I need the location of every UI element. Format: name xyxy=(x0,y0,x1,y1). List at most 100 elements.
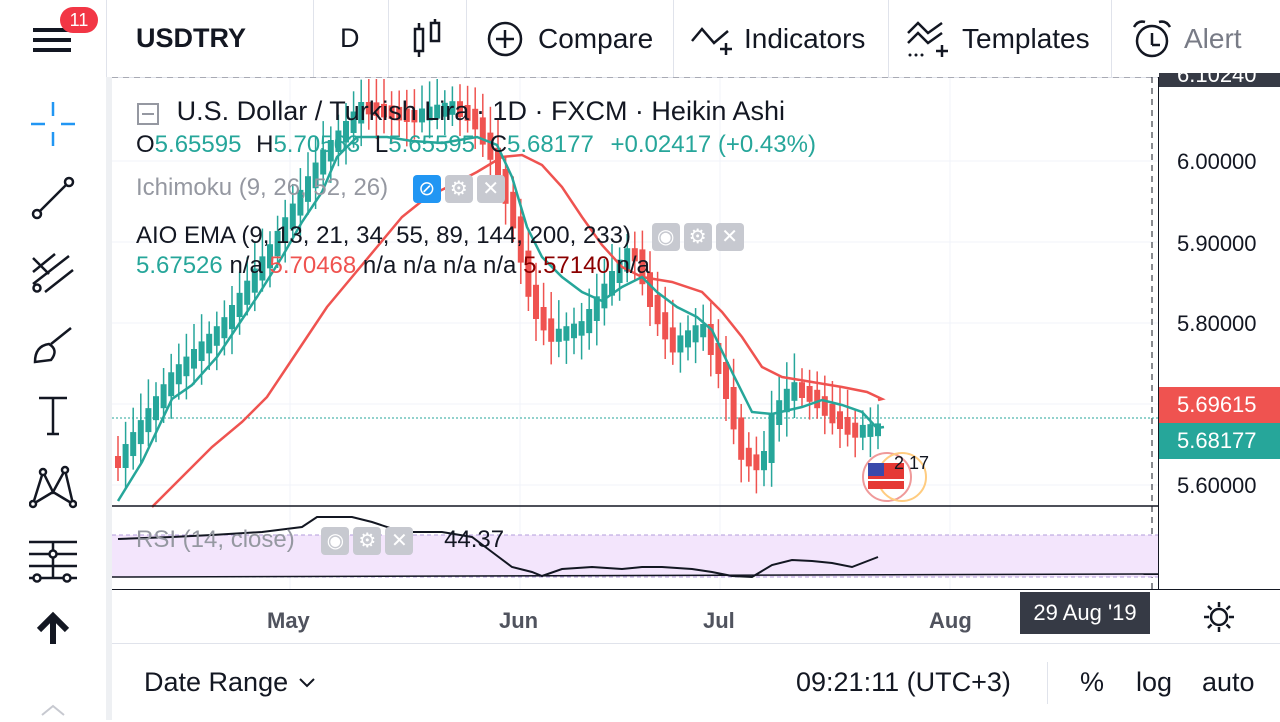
settings-gear-icon[interactable]: ⚙ xyxy=(444,174,473,203)
candle-body xyxy=(799,382,805,398)
text-icon xyxy=(39,396,67,436)
visibility-eye-icon[interactable]: ◉ xyxy=(651,222,680,251)
alert-button[interactable]: Alert xyxy=(1130,0,1242,77)
compare-button[interactable]: Compare xyxy=(486,0,653,77)
measure-tool[interactable] xyxy=(22,529,84,591)
last-price-tag: 5.68177 xyxy=(1159,423,1280,459)
candle-body xyxy=(229,305,235,330)
alarm-clock-icon xyxy=(1132,19,1172,57)
hide-toolbar-button[interactable] xyxy=(22,599,84,661)
candle-body xyxy=(191,349,197,369)
menu-button[interactable]: 11 xyxy=(0,0,106,77)
candle-body xyxy=(814,389,821,409)
candle-body xyxy=(213,326,220,346)
arrow-up-icon xyxy=(36,611,70,644)
trend-line-icon xyxy=(31,176,75,220)
symbol-search-button[interactable]: USDTRY xyxy=(136,23,247,53)
templates-button[interactable]: Templates xyxy=(906,0,1090,77)
ema-9-line xyxy=(116,135,885,502)
candle-body xyxy=(434,104,441,119)
candle-body xyxy=(624,248,631,272)
text-tool[interactable] xyxy=(22,383,84,445)
candle-body xyxy=(723,362,729,399)
brush-tool[interactable] xyxy=(22,315,84,377)
candle-body xyxy=(289,203,296,230)
collapse-icon[interactable] xyxy=(136,102,160,126)
auto-toggle[interactable]: auto xyxy=(1202,667,1255,697)
candle-body xyxy=(411,109,418,123)
ema-price-tag: 5.69615 xyxy=(1159,387,1280,423)
bottom-toolbar: Date Range 09:21:11 (UTC+3) % log auto xyxy=(112,643,1280,721)
sun-settings-icon xyxy=(1204,602,1234,632)
change-value: +0.02417 (+0.43%) xyxy=(610,131,816,158)
log-toggle[interactable]: log xyxy=(1136,667,1173,697)
candle-body xyxy=(221,317,228,339)
candle-body xyxy=(259,256,266,281)
candle-body xyxy=(183,356,190,377)
candle-body xyxy=(327,140,334,162)
candle-body xyxy=(669,327,676,353)
remove-close-icon[interactable]: ✕ xyxy=(476,174,505,203)
candle-body xyxy=(875,423,881,437)
candle-body xyxy=(662,312,669,340)
candle-body xyxy=(540,307,547,331)
crosshair-tool[interactable] xyxy=(22,93,84,155)
fib-levels-icon xyxy=(29,540,77,583)
settings-gear-icon[interactable]: ⚙ xyxy=(683,222,712,251)
event-marker[interactable]: 2 17 xyxy=(862,452,929,502)
candle-body xyxy=(578,321,585,336)
series-meta: · 1D · FXCM · Heikin Ashi xyxy=(475,96,785,126)
indicators-button[interactable]: Indicators xyxy=(690,0,865,77)
trend-line-tool[interactable] xyxy=(22,167,84,229)
main-series-title[interactable]: U.S. Dollar / Turkish Lira · 1D · FXCM ·… xyxy=(136,96,785,127)
price-tick: 5.80000 xyxy=(1177,311,1257,336)
remove-close-icon[interactable]: ✕ xyxy=(715,222,744,251)
high-label: H xyxy=(256,131,274,158)
interval-button[interactable]: D xyxy=(340,23,360,53)
top-toolbar: 11 USDTRY D Compare Indicators xyxy=(0,0,1280,78)
rsi-legend[interactable]: RSI (14, close) ◉ ⚙ ✕ 44.37 xyxy=(136,526,504,555)
candle-body xyxy=(312,162,319,189)
open-label: O xyxy=(136,131,155,158)
candle-body xyxy=(852,422,859,438)
time-axis[interactable]: May Jun Jul Aug 29 Aug '19 xyxy=(112,589,1158,644)
chart-type-button[interactable] xyxy=(412,0,442,77)
time-tick: Aug xyxy=(929,608,972,633)
candle-body xyxy=(441,102,448,117)
settings-gear-icon[interactable]: ⚙ xyxy=(353,526,382,555)
candle-body xyxy=(837,411,843,429)
timezone-clock[interactable]: 09:21:11 (UTC+3) xyxy=(796,667,1011,697)
candle-body xyxy=(479,117,486,145)
candle-body xyxy=(495,147,501,181)
candle-body xyxy=(487,132,494,160)
remove-close-icon[interactable]: ✕ xyxy=(385,526,414,555)
pitchfork-icon xyxy=(32,253,74,293)
pitchfork-tool[interactable] xyxy=(22,241,84,303)
candle-body xyxy=(844,417,851,435)
candle-body xyxy=(350,111,357,133)
candle-body xyxy=(555,328,562,342)
hidden-eye-icon[interactable]: ⊘ xyxy=(412,174,441,203)
visibility-eye-icon[interactable]: ◉ xyxy=(321,526,350,555)
date-range-button[interactable]: Date Range xyxy=(144,644,316,721)
candle-body xyxy=(783,388,790,413)
aio-ema-indicator[interactable]: AIO EMA (9, 13, 21, 34, 55, 89, 144, 200… xyxy=(136,222,744,251)
pattern-tool[interactable] xyxy=(22,455,84,517)
price-chart[interactable]: 2 17 xyxy=(112,77,1158,589)
candle-body xyxy=(525,250,532,297)
percent-toggle[interactable]: % xyxy=(1080,667,1105,697)
candle-body xyxy=(267,244,273,269)
candle-body xyxy=(388,105,395,119)
candle-body xyxy=(426,106,433,121)
ichimoku-indicator[interactable]: Ichimoku (9, 26, 52, 26) ⊘ ⚙ ✕ xyxy=(136,174,505,203)
candle-body xyxy=(244,280,251,305)
price-axis[interactable]: 6.10240 6.00000 5.90000 5.80000 5.69615 … xyxy=(1158,73,1280,589)
chart-settings-button[interactable] xyxy=(1158,589,1280,644)
brush-icon xyxy=(33,327,72,364)
alert-label: Alert xyxy=(1184,22,1242,54)
aio-ema-values: 5.67526 n/a 5.70468 n/a n/a n/a n/a 5.57… xyxy=(136,252,650,280)
chevron-up-icon[interactable] xyxy=(40,703,66,722)
candle-body xyxy=(639,249,646,285)
price-tick: 5.60000 xyxy=(1177,473,1257,498)
compare-label: Compare xyxy=(538,22,654,54)
